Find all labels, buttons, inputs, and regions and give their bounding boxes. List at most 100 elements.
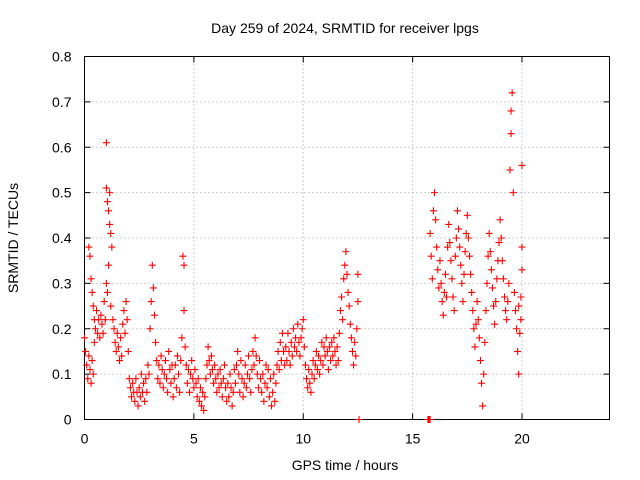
data-point [208,366,216,374]
data-point [117,334,125,342]
data-point [511,307,519,315]
data-point [437,279,445,287]
data-point [350,361,358,369]
data-point [149,284,157,292]
data-point [478,379,486,387]
data-point [215,384,223,392]
data-point [475,334,483,342]
data-point [283,357,291,365]
data-point [309,357,317,365]
data-point [251,334,259,342]
data-point [510,288,518,296]
data-point [508,89,516,97]
y-tick-labels: 0 0.1 0.2 0.3 0.4 0.5 0.6 0.7 0.8 [52,49,72,428]
y-tick-label: 0.4 [52,230,72,246]
data-point [470,325,478,333]
data-point [518,266,526,274]
data-point [210,379,218,387]
data-point [444,243,452,251]
data-point [518,161,526,169]
data-point [456,243,464,251]
data-point [431,189,438,197]
data-point [514,347,522,355]
data-points [81,89,526,423]
data-point [145,370,153,378]
data-point [298,325,306,333]
data-point [438,298,446,306]
x-tick-label: 10 [295,431,311,447]
data-point [88,288,96,296]
data-point [110,325,118,333]
data-point [426,229,434,237]
data-point [126,384,134,392]
x-tick-labels: 0 5 10 15 20 [81,431,530,447]
data-point [497,234,505,242]
data-point [176,388,184,396]
data-point [175,370,183,378]
data-point [226,370,234,378]
data-point [322,334,330,342]
data-point [245,352,253,360]
data-point [239,393,247,401]
data-point [136,393,144,401]
data-point [473,298,481,306]
data-point [353,325,361,333]
data-point [170,375,178,383]
data-point [490,302,498,310]
data-point [346,320,354,328]
data-point [143,388,151,396]
data-point [447,257,455,265]
data-point [460,270,468,278]
data-point [194,375,202,383]
data-point [485,229,493,237]
data-point [498,257,506,265]
data-point [202,375,210,383]
chart-title: Day 259 of 2024, SRMTID for receiver lpg… [211,20,479,36]
data-point [436,257,444,265]
data-point [178,334,186,342]
data-point [276,338,284,346]
data-point [481,338,489,346]
data-point [183,379,191,387]
data-point [299,316,307,324]
data-point [284,329,292,337]
data-point [321,352,329,360]
data-point [91,325,99,333]
data-point [160,370,168,378]
data-point [266,375,274,383]
x-tick-label: 0 [81,431,89,447]
data-point [517,316,525,324]
data-point [119,320,127,328]
data-point [305,366,313,374]
data-point [474,316,482,324]
y-tick-label: 0.5 [52,185,72,201]
data-point [103,288,111,296]
y-tick-label: 0.8 [52,49,72,65]
data-point [496,216,504,224]
data-point [228,402,236,410]
data-point [230,366,238,374]
data-point [83,361,91,369]
data-point [169,393,177,401]
data-point [515,302,523,310]
data-point [257,375,265,383]
data-point [301,361,309,369]
data-point [131,397,139,405]
data-point [495,239,503,247]
data-point [196,384,204,392]
data-point [509,189,517,197]
x-tick-label: 5 [190,431,198,447]
data-point [82,347,90,355]
data-point [199,388,207,396]
data-point [154,375,162,383]
data-point [212,375,220,383]
data-point [211,361,219,369]
data-point [319,361,327,369]
data-point [118,352,126,360]
data-point [316,370,324,378]
data-point [155,361,163,369]
data-point [242,384,250,392]
data-point [166,366,174,374]
data-point [102,279,110,287]
data-point [229,388,237,396]
